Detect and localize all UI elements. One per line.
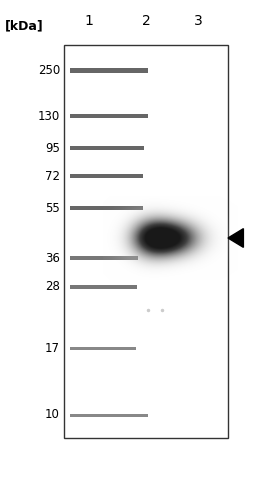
Text: 10: 10 — [45, 409, 60, 422]
Text: 17: 17 — [45, 341, 60, 355]
Text: 55: 55 — [45, 201, 60, 214]
Text: 72: 72 — [45, 170, 60, 183]
Bar — [70, 285, 137, 289]
Text: [kDa]: [kDa] — [5, 19, 44, 32]
Polygon shape — [228, 228, 243, 247]
Bar — [70, 413, 148, 416]
Text: 95: 95 — [45, 142, 60, 155]
Text: 36: 36 — [45, 252, 60, 265]
Bar — [64, 45, 228, 438]
Text: 28: 28 — [45, 281, 60, 294]
Text: 130: 130 — [38, 110, 60, 123]
Bar — [70, 114, 148, 118]
Text: 3: 3 — [194, 14, 203, 28]
Text: 250: 250 — [38, 63, 60, 76]
Bar — [70, 346, 136, 350]
Bar — [70, 146, 144, 150]
Bar — [70, 68, 148, 72]
Text: 1: 1 — [84, 14, 93, 28]
Bar — [70, 174, 143, 178]
Bar — [70, 256, 138, 260]
Bar — [70, 206, 143, 210]
Text: 2: 2 — [142, 14, 150, 28]
